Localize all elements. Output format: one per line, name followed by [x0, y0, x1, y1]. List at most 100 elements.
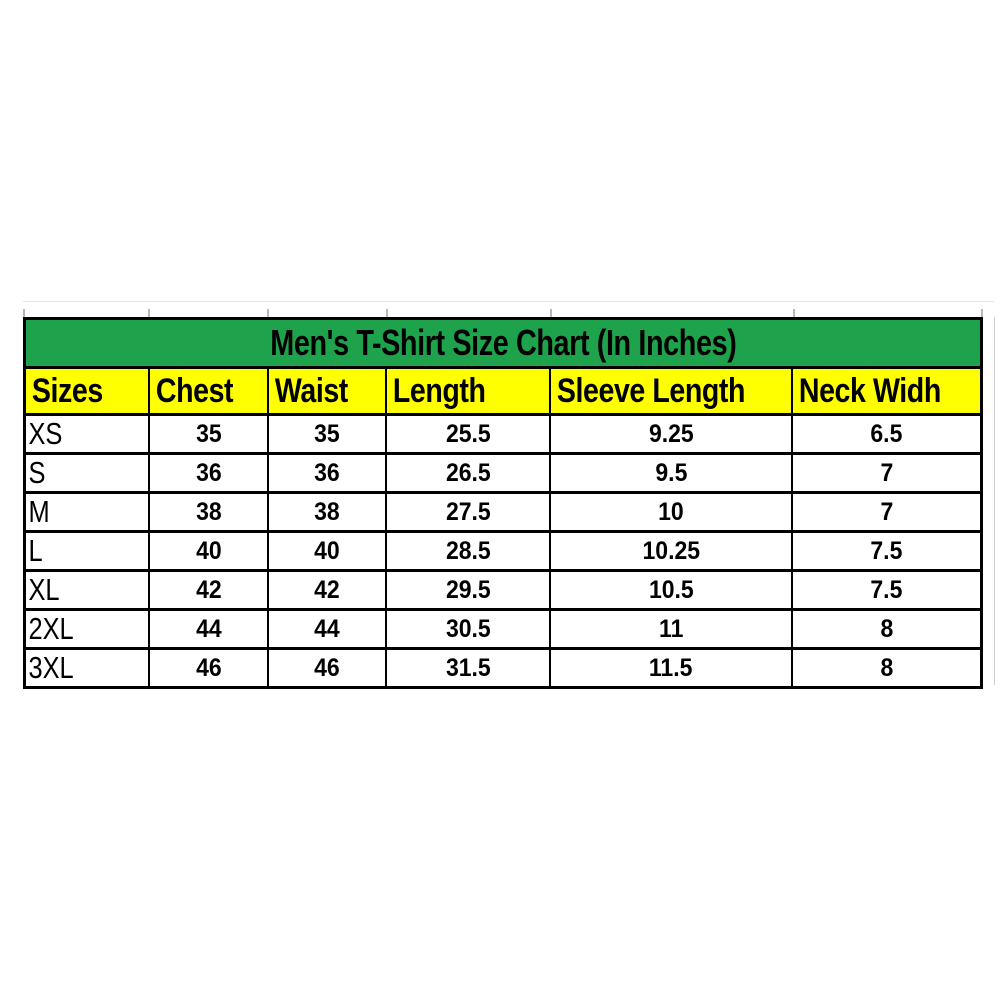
chest-value: 38: [195, 498, 222, 526]
size-label-cell: XL: [23, 569, 151, 611]
waist-value-cell: 46: [266, 647, 388, 689]
sleeve-length-value: 10.25: [642, 537, 700, 565]
size-label-cell: XS: [23, 413, 151, 455]
sleeve-length-value-cell: 9.25: [548, 413, 794, 455]
length-value-cell: 27.5: [385, 491, 551, 533]
size-label-cell: 2XL: [23, 608, 151, 650]
neck-width-value: 7: [880, 498, 893, 526]
sleeve-length-value: 9.25: [648, 420, 694, 448]
waist-value-cell: 42: [266, 569, 388, 611]
table-title: Men's T-Shirt Size Chart (In Inches): [23, 317, 983, 369]
spreadsheet-gridline: [994, 317, 995, 685]
length-value: 28.5: [445, 537, 491, 565]
neck-width-value-cell: 7.5: [791, 530, 983, 572]
waist-value-cell: 40: [266, 530, 388, 572]
chest-value-cell: 40: [148, 530, 269, 572]
column-header-label: Waist: [274, 372, 348, 410]
column-header-chest: Chest: [148, 366, 269, 416]
spreadsheet-gridline-tick: [23, 309, 25, 317]
neck-width-value-cell: 7: [791, 491, 983, 533]
neck-width-value: 7: [880, 459, 893, 487]
size-label: S: [28, 455, 46, 490]
neck-width-value: 8: [880, 615, 893, 643]
sleeve-length-value: 11.5: [649, 654, 693, 682]
waist-value: 46: [314, 654, 340, 682]
column-header-label: Sleeve Length: [556, 372, 746, 410]
sleeve-length-value-cell: 9.5: [548, 452, 794, 494]
chest-value-cell: 36: [148, 452, 269, 494]
sleeve-length-value: 10.5: [648, 576, 694, 604]
waist-value-cell: 36: [266, 452, 388, 494]
waist-value-cell: 38: [266, 491, 388, 533]
table-row-xs: XS 35 35 25.5 9.25 6.5: [23, 413, 983, 455]
chest-value-cell: 44: [148, 608, 269, 650]
table-row-2xl: 2XL 44 44 30.5 11 8: [23, 608, 983, 650]
sleeve-length-value: 9.5: [654, 459, 687, 487]
column-header-label: Chest: [155, 372, 234, 410]
length-value-cell: 31.5: [385, 647, 551, 689]
spreadsheet-gridline-tick: [267, 309, 269, 317]
table-header-row: Sizes Chest Waist Length Sleeve Length N…: [23, 366, 983, 416]
neck-width-value-cell: 7.5: [791, 569, 983, 611]
spreadsheet-gridline-tick: [793, 309, 795, 317]
chest-value: 42: [195, 576, 222, 604]
waist-value: 44: [314, 615, 340, 643]
waist-value-cell: 44: [266, 608, 388, 650]
size-label: M: [28, 494, 50, 529]
length-value-cell: 28.5: [385, 530, 551, 572]
column-header-length: Length: [385, 366, 551, 416]
length-value: 26.5: [445, 459, 491, 487]
size-label: XS: [28, 416, 63, 451]
length-value: 27.5: [445, 498, 491, 526]
column-header-label: Neck Widh: [798, 372, 941, 410]
length-value: 31.5: [445, 654, 491, 682]
size-label-cell: M: [23, 491, 151, 533]
neck-width-value-cell: 8: [791, 647, 983, 689]
column-header-label: Sizes: [31, 372, 103, 410]
table-title-text: Men's T-Shirt Size Chart (In Inches): [269, 322, 737, 363]
column-header-waist: Waist: [266, 366, 388, 416]
size-label-cell: L: [23, 530, 151, 572]
spreadsheet-gridline-tick: [148, 309, 150, 317]
table-row-xl: XL 42 42 29.5 10.5 7.5: [23, 569, 983, 611]
chest-value: 36: [195, 459, 222, 487]
neck-width-value: 6.5: [870, 420, 903, 448]
size-label: 2XL: [28, 611, 74, 646]
column-header-label: Length: [393, 372, 486, 410]
chest-value: 40: [195, 537, 222, 565]
neck-width-value: 7.5: [870, 537, 903, 565]
chest-value: 46: [195, 654, 222, 682]
waist-value: 36: [314, 459, 340, 487]
sleeve-length-value-cell: 11.5: [548, 647, 794, 689]
length-value: 25.5: [445, 420, 491, 448]
table-row-l: L 40 40 28.5 10.25 7.5: [23, 530, 983, 572]
table-row-m: M 38 38 27.5 10 7: [23, 491, 983, 533]
size-label: 3XL: [28, 650, 74, 685]
table-title-row: Men's T-Shirt Size Chart (In Inches): [23, 317, 983, 369]
size-label: L: [28, 533, 43, 568]
sleeve-length-value-cell: 10.5: [548, 569, 794, 611]
sleeve-length-value-cell: 11: [548, 608, 794, 650]
chest-value: 35: [195, 420, 222, 448]
length-value-cell: 25.5: [385, 413, 551, 455]
neck-width-value-cell: 7: [791, 452, 983, 494]
chest-value-cell: 35: [148, 413, 269, 455]
chest-value: 44: [195, 615, 222, 643]
spreadsheet-gridline-tick: [550, 309, 552, 317]
size-label-cell: 3XL: [23, 647, 151, 689]
table-row-3xl: 3XL 46 46 31.5 11.5 8: [23, 647, 983, 689]
sleeve-length-value: 10: [658, 498, 684, 526]
length-value-cell: 30.5: [385, 608, 551, 650]
sleeve-length-value-cell: 10.25: [548, 530, 794, 572]
waist-value-cell: 35: [266, 413, 388, 455]
spreadsheet-gridline-tick: [386, 309, 388, 317]
chest-value-cell: 38: [148, 491, 269, 533]
size-chart-table: Men's T-Shirt Size Chart (In Inches) Siz…: [23, 317, 983, 689]
waist-value: 38: [314, 498, 340, 526]
length-value-cell: 26.5: [385, 452, 551, 494]
sleeve-length-value: 11: [658, 615, 684, 643]
spreadsheet-gridline-tick: [981, 309, 983, 317]
sleeve-length-value-cell: 10: [548, 491, 794, 533]
neck-width-value-cell: 6.5: [791, 413, 983, 455]
